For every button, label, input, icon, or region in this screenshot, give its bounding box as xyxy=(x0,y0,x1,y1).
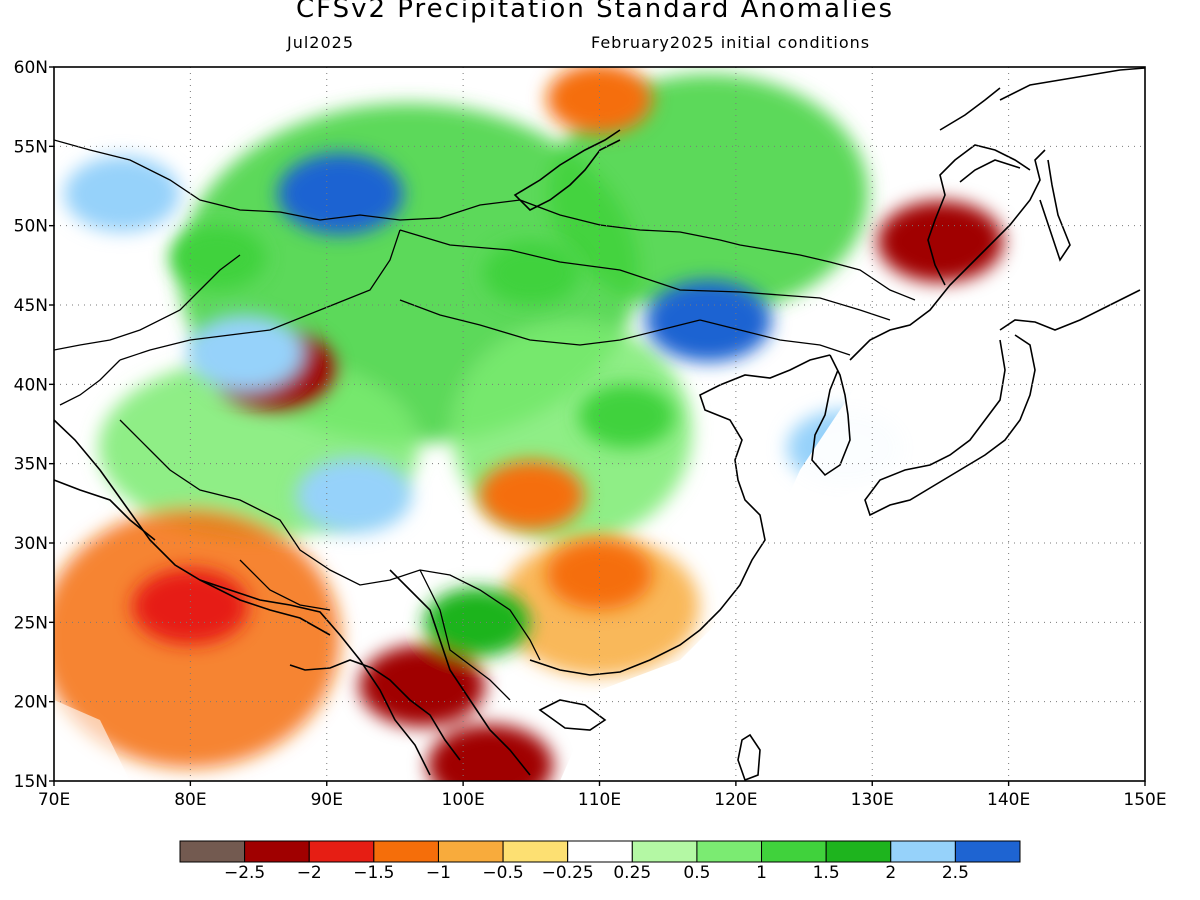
anomaly-myanmar-dry xyxy=(359,644,486,727)
colorbar-label: 2 xyxy=(885,863,897,883)
lon-label: 100E xyxy=(442,790,485,810)
lon-label: 150E xyxy=(1123,790,1166,810)
anomaly-baikal-dry xyxy=(546,67,653,134)
lat-label: 45N xyxy=(14,296,48,316)
anomaly-kazakhstan-wet xyxy=(169,225,266,290)
colorbar-swatch xyxy=(437,840,504,863)
lon-label: 70E xyxy=(38,790,70,810)
anomaly-manchuria-dry xyxy=(877,200,1004,283)
colorbar-label: 2.5 xyxy=(941,863,969,883)
lon-label: 80E xyxy=(174,790,206,810)
anomaly-indochina-dry xyxy=(427,724,554,781)
colorbar-swatch xyxy=(308,840,375,863)
anomaly-north-china-wet xyxy=(578,384,675,449)
anomaly-sichuan-dry xyxy=(478,460,585,531)
colorbar-swatch xyxy=(244,840,310,863)
lat-label: 20N xyxy=(14,693,48,713)
lat-label: 60N xyxy=(14,58,48,78)
colorbar-swatch xyxy=(502,840,569,863)
valid-month: Jul2025 xyxy=(287,33,355,52)
lon-label: 110E xyxy=(578,790,621,810)
colorbar-label: 1 xyxy=(756,863,767,883)
colorbar-swatch xyxy=(179,840,246,863)
anomaly-mongolia-wet xyxy=(483,241,580,306)
colorbar-swatch xyxy=(761,840,827,863)
colorbar-swatch xyxy=(825,840,892,863)
colorbar-swatch xyxy=(373,840,439,863)
initial-conditions: February2025 initial conditions xyxy=(591,33,871,52)
lat-label: 15N xyxy=(14,772,48,792)
colorbar-label: 0.25 xyxy=(613,863,652,883)
lon-label: 140E xyxy=(987,790,1030,810)
anomaly-field xyxy=(54,67,1145,781)
lat-label: 40N xyxy=(14,375,48,395)
lat-label: 55N xyxy=(14,137,48,157)
colorbar-label: −1.5 xyxy=(353,863,395,883)
colorbar-label: −0.5 xyxy=(482,863,524,883)
colorbar-label: −2.5 xyxy=(223,863,266,883)
colorbar-label: 0.5 xyxy=(683,863,711,883)
lon-label: 130E xyxy=(851,790,894,810)
colorbar-swatch xyxy=(954,840,1021,863)
map-title: CFSv2 Precipitation Standard Anomalies xyxy=(295,0,895,24)
colorbar-swatch xyxy=(567,840,633,863)
colorbar-swatch xyxy=(696,840,763,863)
colorbar-label: 1.5 xyxy=(812,863,840,883)
anomaly-tianshan-wet xyxy=(186,314,303,391)
colorbar xyxy=(179,840,1021,863)
lon-label: 90E xyxy=(311,790,343,810)
lat-label: 30N xyxy=(14,534,48,554)
anomaly-yunnan-wet xyxy=(423,587,530,658)
colorbar-label: −0.25 xyxy=(541,863,594,883)
anomaly-tibet-wet xyxy=(296,457,413,534)
lat-label: 35N xyxy=(14,455,48,475)
anomaly-sayan-wet xyxy=(277,152,404,235)
lat-label: 50N xyxy=(14,217,48,237)
anomaly-south-china-dry xyxy=(546,539,653,610)
lon-label: 120E xyxy=(714,790,757,810)
coastline-borders xyxy=(54,67,1145,781)
colorbar-swatch xyxy=(890,840,956,863)
anomaly-north-india-dry xyxy=(132,568,249,645)
anomaly-west-siberia-wet xyxy=(64,155,181,232)
anomaly-mongolia-northeast-wet xyxy=(645,279,772,362)
political-borders xyxy=(54,139,916,701)
axis-ticks: 70E 80E 90E 100E 110E 120E 130E 140E 150E 15N 20N 2… xyxy=(14,58,1167,810)
lat-label: 25N xyxy=(14,613,48,633)
lat-lon-grid xyxy=(54,67,1145,781)
colorbar-label: −1 xyxy=(425,863,451,883)
colorbar-swatch xyxy=(631,840,698,863)
colorbar-label: −2 xyxy=(296,863,322,883)
